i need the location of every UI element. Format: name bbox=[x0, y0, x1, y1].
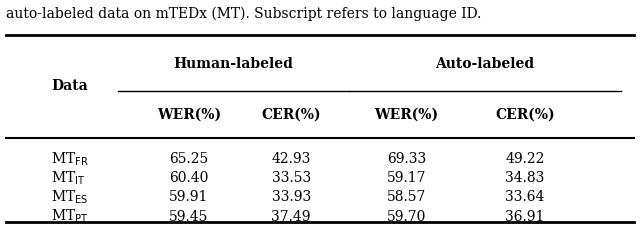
Text: MT$_{\rm ES}$: MT$_{\rm ES}$ bbox=[51, 189, 88, 206]
Text: 34.83: 34.83 bbox=[505, 171, 545, 185]
Text: 59.45: 59.45 bbox=[169, 210, 209, 224]
Text: WER(%): WER(%) bbox=[374, 108, 438, 122]
Text: 59.17: 59.17 bbox=[387, 171, 426, 185]
Text: CER(%): CER(%) bbox=[261, 108, 321, 122]
Text: MT$_{\rm PT}$: MT$_{\rm PT}$ bbox=[51, 208, 88, 225]
Text: MT$_{\rm FR}$: MT$_{\rm FR}$ bbox=[51, 150, 89, 168]
Text: 65.25: 65.25 bbox=[169, 152, 209, 166]
Text: Data: Data bbox=[51, 79, 88, 93]
Text: 60.40: 60.40 bbox=[169, 171, 209, 185]
Text: 33.93: 33.93 bbox=[271, 190, 311, 204]
Text: 59.91: 59.91 bbox=[169, 190, 209, 204]
Text: Auto-labeled: Auto-labeled bbox=[435, 57, 534, 72]
Text: 36.91: 36.91 bbox=[505, 210, 545, 224]
Text: 69.33: 69.33 bbox=[387, 152, 426, 166]
Text: WER(%): WER(%) bbox=[157, 108, 221, 122]
Text: 33.64: 33.64 bbox=[505, 190, 545, 204]
Text: 49.22: 49.22 bbox=[505, 152, 545, 166]
Text: CER(%): CER(%) bbox=[495, 108, 555, 122]
Text: 33.53: 33.53 bbox=[271, 171, 311, 185]
Text: 59.70: 59.70 bbox=[387, 210, 426, 224]
Text: 58.57: 58.57 bbox=[387, 190, 426, 204]
Text: 37.49: 37.49 bbox=[271, 210, 311, 224]
Text: auto-labeled data on mTEDx (MT). Subscript refers to language ID.: auto-labeled data on mTEDx (MT). Subscri… bbox=[6, 7, 482, 21]
Text: MT$_{\rm IT}$: MT$_{\rm IT}$ bbox=[51, 169, 86, 187]
Text: 42.93: 42.93 bbox=[271, 152, 311, 166]
Text: Human-labeled: Human-labeled bbox=[173, 57, 294, 72]
